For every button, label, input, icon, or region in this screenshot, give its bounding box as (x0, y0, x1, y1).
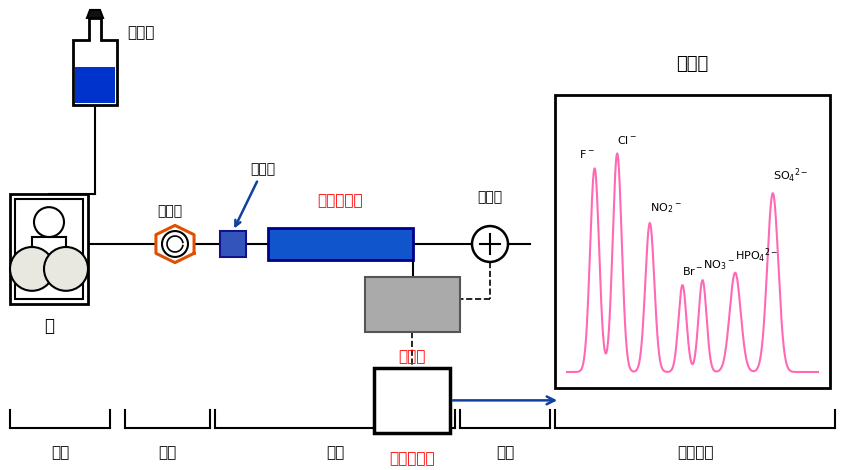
FancyBboxPatch shape (220, 231, 246, 257)
Text: SO$_4$$^{2-}$: SO$_4$$^{2-}$ (772, 167, 808, 185)
Text: 离子色谱柱: 离子色谱柱 (317, 193, 363, 208)
Text: Br$^-$: Br$^-$ (683, 265, 704, 277)
Text: 流动相: 流动相 (127, 25, 154, 40)
Text: 电导检测器: 电导检测器 (389, 451, 435, 466)
Text: 进样: 进样 (158, 446, 177, 461)
Polygon shape (87, 10, 103, 18)
Text: 分离: 分离 (326, 446, 344, 461)
Text: 保护柱: 保护柱 (235, 162, 275, 226)
Text: 检测: 检测 (495, 446, 514, 461)
Text: 输液: 输液 (51, 446, 69, 461)
FancyBboxPatch shape (10, 194, 88, 304)
FancyBboxPatch shape (365, 277, 460, 332)
Polygon shape (75, 67, 115, 102)
Text: NO$_2$$^-$: NO$_2$$^-$ (650, 201, 682, 215)
Circle shape (34, 207, 64, 237)
Text: HPO$_4$$^{2-}$: HPO$_4$$^{2-}$ (735, 246, 778, 265)
Text: 进样器: 进样器 (158, 204, 183, 218)
Text: 数据记录: 数据记录 (677, 446, 713, 461)
Text: NO$_3$$^-$: NO$_3$$^-$ (702, 258, 734, 272)
Text: 泵: 泵 (44, 317, 54, 335)
FancyBboxPatch shape (268, 228, 413, 260)
FancyBboxPatch shape (15, 199, 83, 299)
Text: 色谱图: 色谱图 (676, 55, 708, 73)
Text: Cl$^-$: Cl$^-$ (617, 133, 637, 146)
FancyBboxPatch shape (555, 94, 830, 388)
Circle shape (10, 247, 54, 291)
Circle shape (162, 231, 188, 257)
Polygon shape (156, 226, 194, 263)
Circle shape (44, 247, 88, 291)
FancyArrowPatch shape (453, 397, 555, 404)
Text: 检测池: 检测池 (478, 190, 502, 204)
FancyBboxPatch shape (374, 368, 450, 433)
Text: F$^-$: F$^-$ (579, 149, 595, 160)
Text: 抑制器: 抑制器 (398, 350, 426, 365)
Circle shape (472, 226, 508, 262)
Polygon shape (73, 18, 117, 104)
